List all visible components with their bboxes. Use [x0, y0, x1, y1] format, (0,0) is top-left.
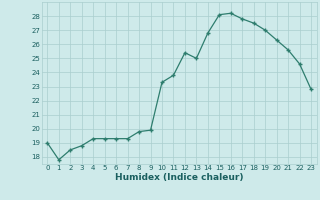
X-axis label: Humidex (Indice chaleur): Humidex (Indice chaleur) [115, 173, 244, 182]
